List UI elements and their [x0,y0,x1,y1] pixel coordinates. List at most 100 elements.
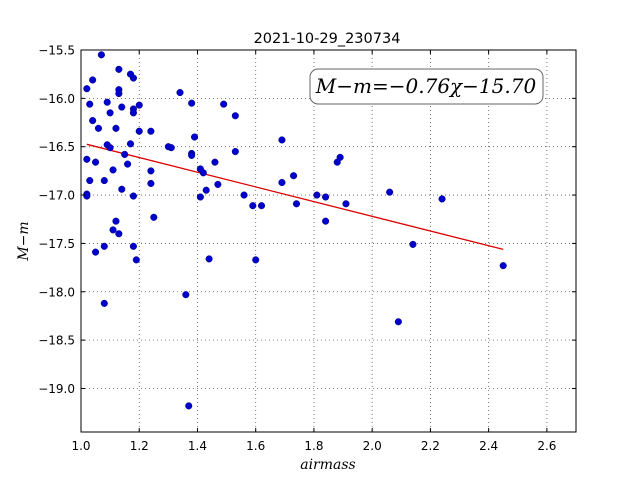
data-point [118,103,126,111]
y-tick-label: −19.0 [38,382,75,396]
data-point [115,89,123,98]
data-point [188,99,196,107]
data-point [167,144,175,152]
fit-line-group [86,143,504,251]
fit-annotation-box [309,68,544,105]
x-tick-label: 2.4 [479,439,498,453]
x-tick-label: 1.0 [71,439,90,453]
data-point [176,89,184,97]
fit-annotation-text: M−m=−0.76χ−15.70 [315,74,537,98]
x-tick-label: 1.8 [304,439,323,453]
data-point [313,191,321,199]
data-point [100,177,108,185]
data-point [257,202,266,210]
data-point [249,202,257,210]
data-point [129,242,137,250]
data-point [147,179,155,188]
data-point [214,180,222,188]
data-points [83,51,507,410]
data-point [109,226,117,234]
data-point [185,402,193,410]
y-tick-label: −16.0 [38,92,75,106]
data-point [292,200,301,208]
data-point [135,101,143,109]
x-tick-label: 2.6 [537,439,556,453]
data-point [89,76,97,84]
data-point [126,140,135,148]
data-point [394,318,402,326]
x-tick-label: 1.6 [246,439,265,453]
data-point [100,242,108,250]
fit-annotation: M−m=−0.76χ−15.70 [309,68,544,105]
data-point [83,155,91,163]
data-point [438,195,446,203]
y-tick-label: −18.5 [38,334,75,348]
x-axis-label: airmass [300,457,356,473]
data-point [211,158,219,166]
y-tick-label: −16.5 [38,140,75,154]
data-point [205,255,213,263]
data-point [322,193,330,201]
data-point [92,158,100,166]
data-point [129,74,137,82]
x-tick-label: 1.4 [188,439,207,453]
data-point [132,256,140,264]
data-point [220,100,228,108]
data-point [112,217,120,225]
data-point [240,191,248,199]
y-axis-label: M−m [16,221,32,261]
fit-line [86,143,504,251]
data-point [278,178,286,187]
data-point [336,153,344,161]
data-point [322,217,330,225]
chart-title: 2021-10-29_230734 [254,31,401,47]
data-point [342,200,350,208]
data-point [386,188,394,196]
x-tick-label: 2.0 [363,439,382,453]
data-point [118,185,126,193]
data-point [112,124,120,132]
data-point [103,98,111,106]
data-point [129,109,137,117]
data-point [106,109,114,117]
data-point [252,256,260,264]
data-point [86,100,94,108]
data-point [231,112,239,120]
data-point [97,51,105,59]
ticks: 1.0 1.2 1.4 1.6 1.8 2.0 2.2 2.4 2.6 −15.5 −16.0 −16… [38,44,576,453]
data-point [278,136,286,144]
data-point [83,192,91,200]
data-point [83,85,91,93]
x-tick-label: 2.2 [421,439,440,453]
data-point [94,124,103,132]
data-point [409,240,417,248]
data-point [202,186,210,194]
y-tick-label: −17.0 [38,189,75,203]
data-point [86,177,94,185]
data-point [92,248,100,256]
y-tick-label: −18.0 [38,285,75,299]
y-tick-label: −15.5 [38,44,75,58]
data-point [499,262,507,270]
data-point [147,167,155,175]
y-tick-label: −17.5 [38,237,75,251]
data-point [290,172,298,180]
data-point [147,127,155,135]
data-point [100,299,108,307]
data-point [129,192,137,200]
data-point [106,144,114,152]
data-point [150,213,158,221]
data-point [124,160,132,168]
data-point [196,193,204,201]
data-point [115,230,123,238]
data-point [182,291,190,299]
data-point [109,166,117,174]
data-point [135,127,143,135]
data-point [191,133,199,141]
data-point [199,169,207,177]
x-tick-label: 1.2 [130,439,149,453]
data-point [89,117,97,125]
data-point [188,151,196,159]
plot-frame [80,49,577,433]
